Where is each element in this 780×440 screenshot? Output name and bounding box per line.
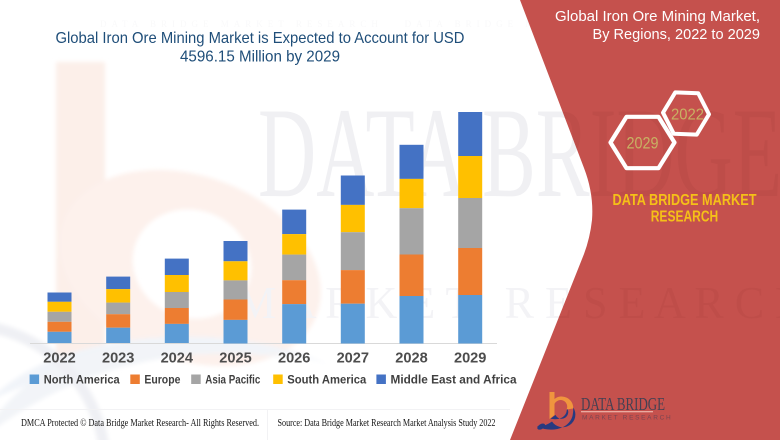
svg-text:2026: 2026 [278,350,310,366]
svg-text:2029: 2029 [454,350,486,366]
svg-text:2024: 2024 [161,350,194,366]
svg-text:Source: Data Bridge Market Res: Source: Data Bridge Market Research Mark… [278,418,496,429]
svg-text:Asia Pacific: Asia Pacific [205,373,260,387]
svg-text:Global Iron Ore Mining Market: Global Iron Ore Mining Market is Expecte… [56,30,465,47]
svg-text:2029: 2029 [627,134,659,153]
svg-text:DATA BRIDGE MARKET RESEARCH: DATA BRIDGE MARKET RESEARCH DATA BRIDGE … [100,19,780,29]
svg-text:2023: 2023 [102,350,134,366]
svg-text:DATA BRIDGE MARKET: DATA BRIDGE MARKET [613,192,757,209]
svg-text:Europe: Europe [144,373,180,387]
svg-text:Global Iron Ore Mining Market,: Global Iron Ore Mining Market, [555,9,760,25]
svg-text:2027: 2027 [337,350,369,366]
svg-text:DMCA Protected © Data Bridge M: DMCA Protected © Data Bridge Market Rese… [21,418,259,429]
svg-text:4596.15 Million by 2029: 4596.15 Million by 2029 [180,49,340,66]
svg-text:By Regions, 2022 to 2029: By Regions, 2022 to 2029 [593,27,761,43]
svg-text:North America: North America [44,373,120,387]
svg-text:2022: 2022 [671,107,704,124]
svg-text:RESEARCH: RESEARCH [651,208,719,225]
svg-text:MARKET RESEARCH: MARKET RESEARCH [582,415,672,422]
svg-text:2022: 2022 [43,350,75,366]
svg-text:Middle East and Africa: Middle East and Africa [391,373,517,387]
svg-text:South America: South America [287,373,366,387]
svg-text:2028: 2028 [395,350,427,366]
svg-text:DATA BRIDGE: DATA BRIDGE [581,394,665,414]
svg-text:2025: 2025 [219,350,251,366]
